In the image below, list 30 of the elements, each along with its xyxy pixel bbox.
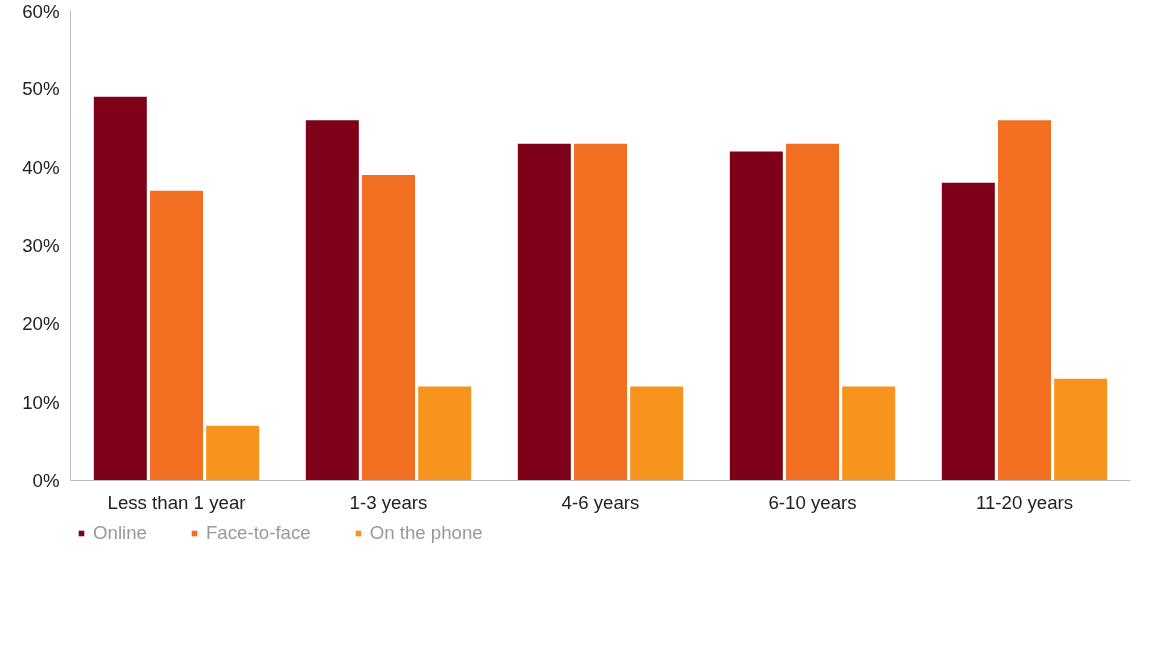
y-tick-label: 60% <box>22 0 60 22</box>
bar <box>517 143 571 481</box>
bar <box>998 120 1051 481</box>
bar <box>93 96 147 481</box>
bar <box>842 386 896 481</box>
y-tick-label: 50% <box>22 78 60 100</box>
bar <box>1054 378 1108 481</box>
bar <box>418 386 472 481</box>
legend-label: Face-to-face <box>205 522 311 544</box>
bar <box>786 143 839 481</box>
bar <box>305 120 359 481</box>
bar <box>574 143 627 481</box>
bar <box>630 386 684 481</box>
y-tick-label: 0% <box>32 470 60 491</box>
x-tick-label: 4-6 years <box>561 491 640 513</box>
y-tick-label: 40% <box>22 156 60 178</box>
x-tick-label: 11-20 years <box>975 491 1074 513</box>
bar <box>150 190 203 481</box>
x-tick-label: Less than 1 year <box>107 491 246 513</box>
x-tick-label: 6-10 years <box>768 491 857 513</box>
bar <box>206 425 260 481</box>
bar <box>729 151 783 481</box>
x-tick-label: 1-3 years <box>349 491 428 513</box>
legend-label: Online <box>93 522 147 544</box>
legend-label: On the phone <box>369 522 483 544</box>
bar <box>362 175 415 481</box>
y-tick-label: 20% <box>22 313 60 335</box>
y-tick-label: 10% <box>22 391 60 413</box>
y-tick-label: 30% <box>22 235 60 256</box>
bar <box>941 182 995 481</box>
